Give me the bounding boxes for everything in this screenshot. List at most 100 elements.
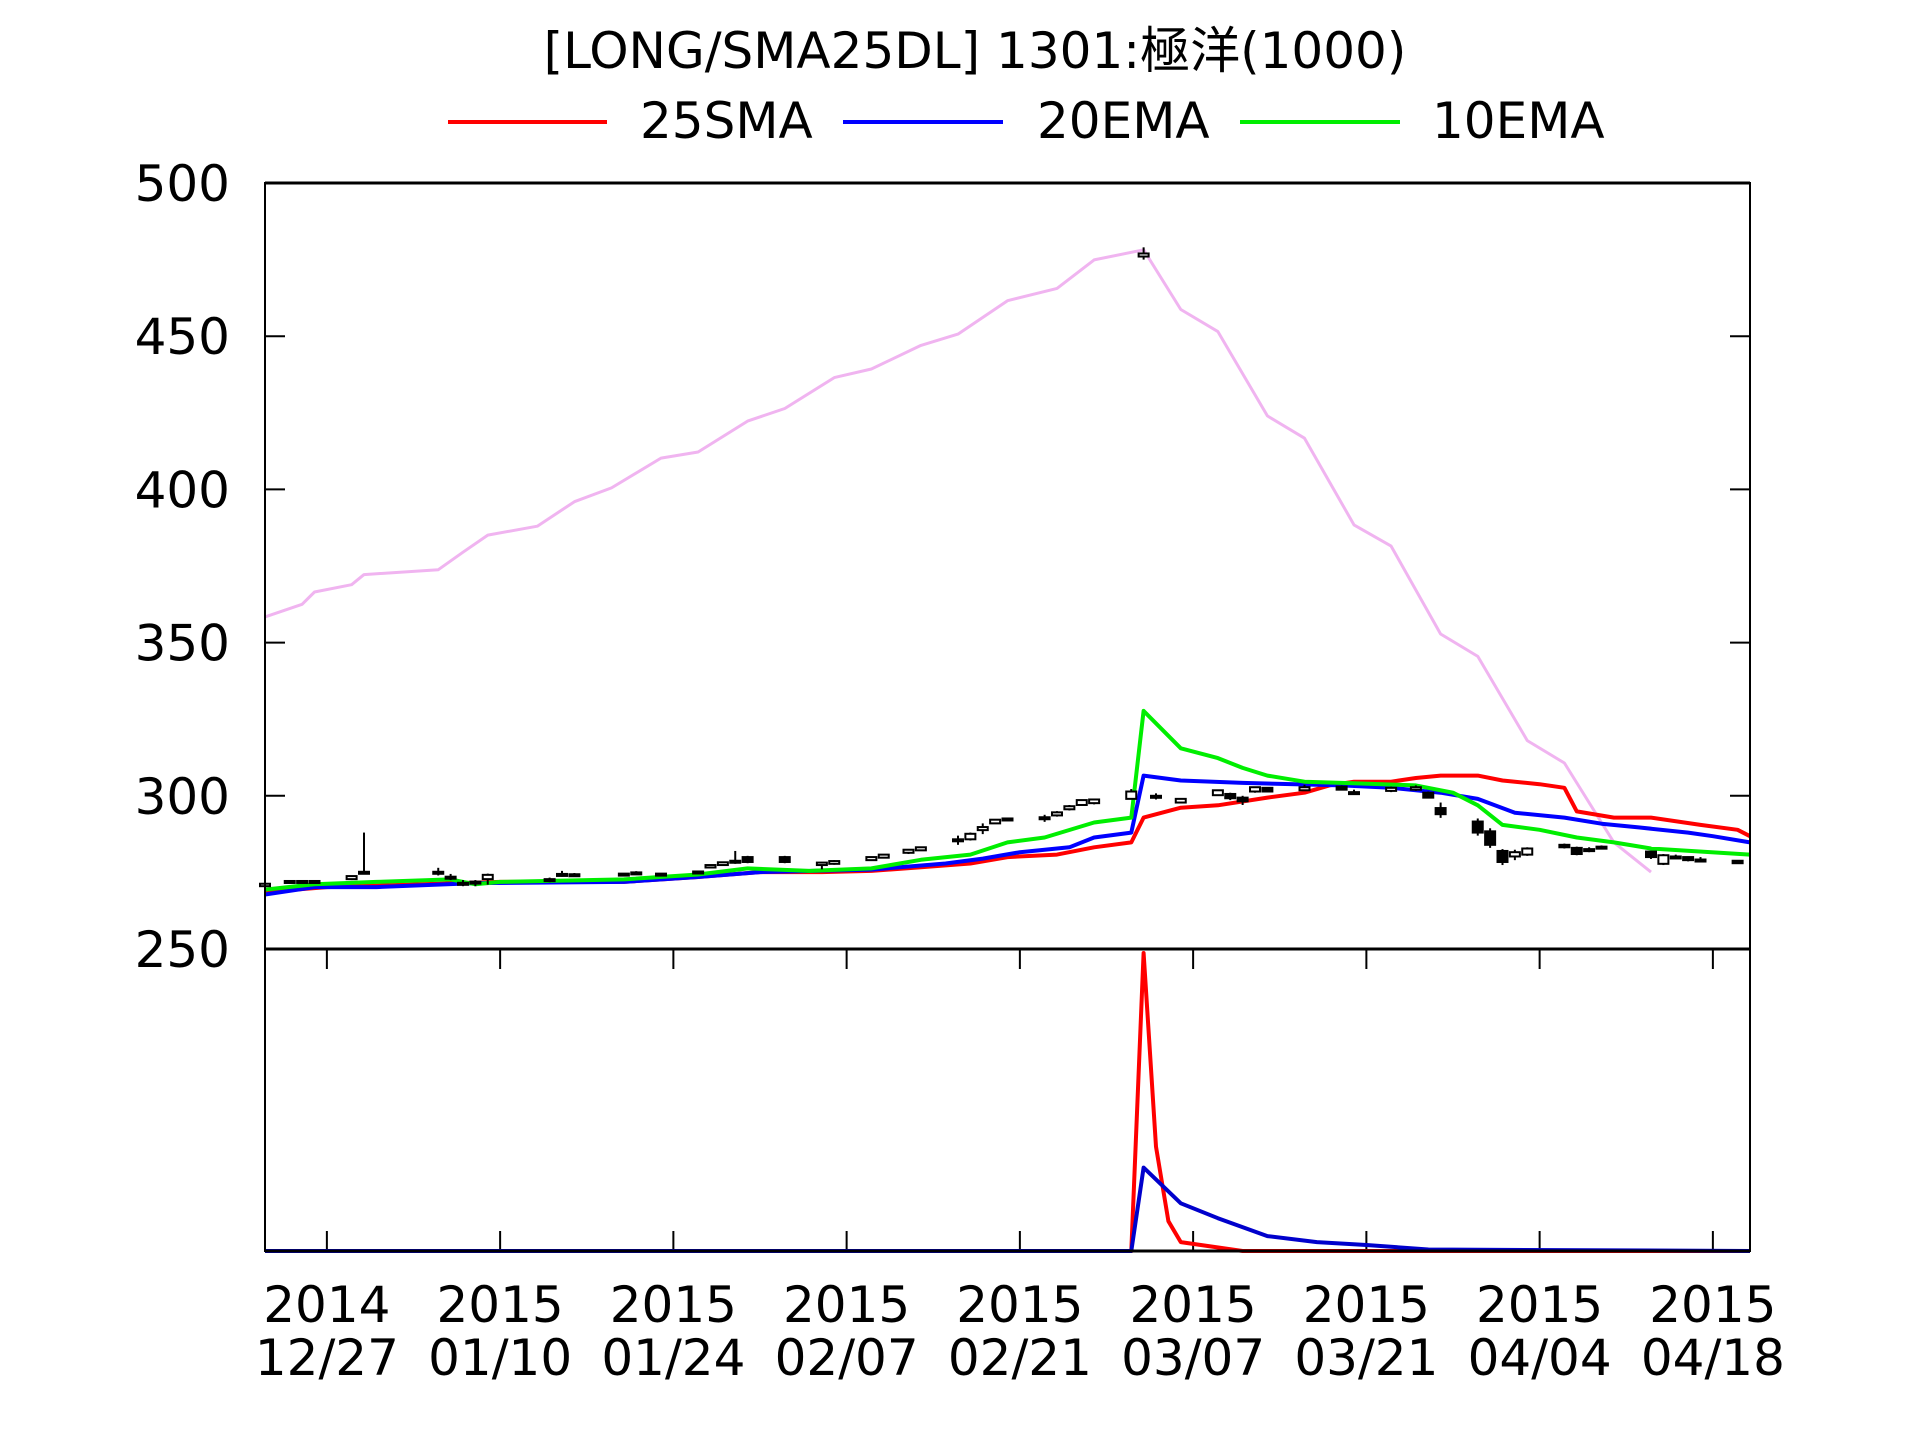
candlestick [1521,847,1534,856]
candle-body [1063,805,1076,811]
plot-frame [264,181,1751,1253]
y-tick-label: 400 [135,461,230,519]
candle-body [481,873,494,881]
candlestick [1409,785,1422,791]
candlestick [617,872,630,877]
candle-body [1558,843,1571,849]
candlestick [976,823,989,835]
legend: 25SMA 20EMA 10EMA [448,92,1605,150]
candlestick [1508,849,1521,861]
plot-border [264,182,1751,1252]
candlestick [1261,786,1274,793]
y-tick-label: 300 [135,768,230,826]
candlestick [952,835,964,845]
candlestick [543,877,556,883]
series-line-upper-band [264,248,1652,874]
candlestick [1249,786,1261,793]
candlestick [469,880,482,887]
candle-body [741,856,754,863]
candlestick [1211,789,1224,797]
candlestick [630,871,643,876]
candle-body [902,848,915,854]
candlestick [432,867,445,876]
candlestick [815,861,828,870]
candlestick [1422,791,1435,799]
candle-body [952,838,964,843]
candlestick [1038,814,1051,822]
x-tick-date: 02/07 [775,1329,919,1387]
candlestick [741,855,754,864]
candle-body [1731,859,1744,865]
candlestick [1669,854,1682,860]
candle-body [815,861,828,867]
candle-body [543,878,556,883]
candlestick [1682,856,1695,862]
x-tick-year: 2015 [783,1276,910,1334]
x-tick-date: 04/04 [1468,1329,1612,1387]
candlestick [1236,795,1249,805]
candlestick [457,880,469,887]
candlestick [1063,804,1076,811]
candle-body [778,856,791,863]
candle-body [1521,847,1534,856]
candle-body [1645,850,1657,859]
legend-label-20ema: 20EMA [1037,92,1210,150]
x-tick-year: 2015 [1649,1276,1776,1334]
candle-body [1150,794,1162,799]
candlestick [1150,793,1162,800]
candlestick [1125,789,1138,800]
candle-body [1496,849,1509,863]
candle-body [914,846,927,852]
candle-body [1038,816,1051,821]
candlestick [1075,799,1088,806]
candle-body [1471,820,1484,834]
candle-body [1001,817,1014,822]
candlestick [692,870,705,875]
candle-body [1484,830,1497,846]
candle-body [1385,786,1398,792]
candlestick [704,864,717,869]
x-tick-year: 2015 [956,1276,1083,1334]
candle-body [1595,845,1608,850]
candlesticks [259,247,1744,888]
candlestick [778,855,791,864]
y-tick-label: 350 [135,615,230,673]
candle-body [729,859,742,864]
candlestick [283,879,296,884]
candle-body [1409,786,1422,791]
x-tick-date: 02/21 [948,1329,1092,1387]
candlestick [556,870,568,877]
candlestick [1001,817,1014,822]
candle-body [716,861,729,867]
candlestick [989,818,1002,825]
candle-body [283,879,296,884]
candlestick [716,861,729,867]
x-tick-year: 2015 [1476,1276,1603,1334]
candlestick [1471,818,1484,836]
candlestick [1645,850,1657,859]
x-tick-date: 04/18 [1641,1329,1785,1387]
candle-body [655,872,667,877]
lower-series-line-blue [265,1165,1751,1253]
candlestick [902,848,915,855]
x-tick-year: 2015 [1130,1276,1257,1334]
candle-body [308,879,321,884]
candle-body [457,881,469,886]
candle-body [692,870,705,875]
candlestick [1174,797,1187,804]
candle-body [1508,851,1521,858]
candle-body [877,853,890,859]
candlestick [1595,845,1608,850]
candle-body [1335,785,1348,791]
chart-title: [LONG/SMA25DL] 1301:極洋(1000) [544,22,1407,80]
x-tick-date: 03/07 [1121,1329,1265,1387]
candlestick [568,873,581,878]
candle-body [568,873,581,878]
candlestick [964,832,977,841]
candlestick [1657,854,1670,866]
candle-body [358,870,370,875]
candle-body [1174,797,1187,804]
candle-body [432,870,445,875]
candle-body [1657,854,1670,865]
candlestick [1224,792,1237,801]
